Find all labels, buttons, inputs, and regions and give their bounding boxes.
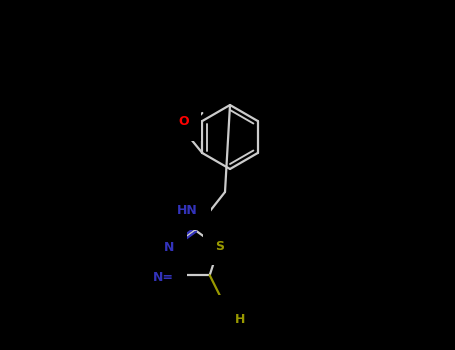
Text: N: N	[164, 241, 174, 254]
Text: S: S	[228, 307, 237, 320]
Text: N=: N=	[153, 271, 174, 284]
Text: O: O	[178, 115, 189, 128]
Text: HN: HN	[177, 204, 198, 217]
Text: S: S	[215, 240, 224, 253]
Text: H: H	[235, 313, 245, 326]
